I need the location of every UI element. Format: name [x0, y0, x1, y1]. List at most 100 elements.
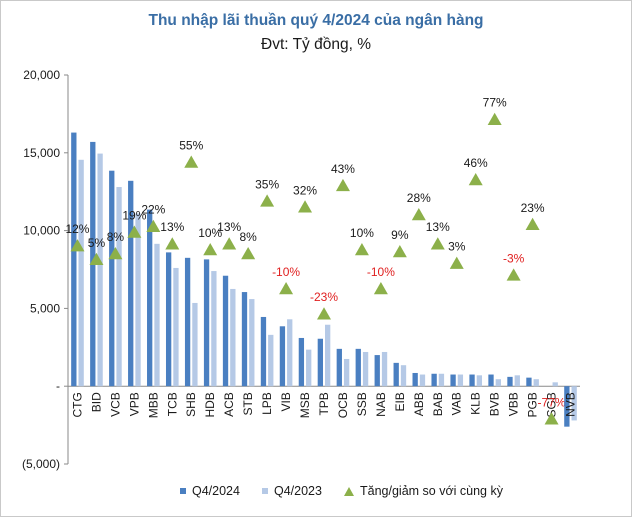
growth-marker: [468, 173, 483, 186]
bar-q4-2024: [469, 374, 475, 387]
growth-label: 8%: [107, 230, 125, 244]
growth-label: 23%: [521, 201, 545, 215]
bar-q4-2023: [476, 375, 483, 387]
x-tick-label: KLB: [469, 392, 483, 415]
growth-marker: [127, 225, 142, 238]
bar-q4-2023: [211, 271, 217, 387]
bar-q4-2023: [325, 324, 331, 387]
growth-label: 13%: [426, 220, 450, 234]
bar-q4-2023: [552, 382, 558, 387]
bar-q4-2023: [135, 213, 141, 387]
x-tick-label: NVB: [564, 392, 578, 417]
growth-label: 28%: [407, 191, 431, 205]
legend-q4-2023: Q4/2023: [262, 484, 322, 498]
bar-q4-2024: [184, 257, 191, 387]
legend-label-q4-2023: Q4/2023: [274, 484, 322, 498]
bar-q4-2023: [419, 374, 426, 387]
growth-marker: [449, 256, 464, 269]
growth-marker: [241, 246, 256, 260]
bar-q4-2023: [571, 386, 577, 421]
chart-subtitle: Đvt: Tỷ đồng, %: [261, 36, 371, 53]
x-tick-label: TPB: [317, 392, 331, 415]
x-tick-label: STB: [241, 392, 255, 415]
growth-marker: [544, 412, 559, 425]
bar-q4-2023: [230, 288, 236, 387]
bar-q4-2024: [336, 348, 342, 387]
growth-marker: [146, 219, 161, 232]
bar-q4-2023: [495, 379, 501, 387]
growth-label: 13%: [217, 220, 241, 234]
growth-marker: [317, 307, 331, 320]
bar-q4-2024: [241, 292, 248, 387]
bar-q4-2024: [71, 132, 77, 387]
x-tick-label: CTG: [70, 392, 84, 417]
x-tick-label: BAB: [431, 392, 445, 416]
legend-label-q4-2024: Q4/2024: [192, 484, 240, 498]
growth-marker: [525, 217, 540, 231]
growth-label: 10%: [198, 226, 222, 240]
bar-q4-2024: [279, 326, 286, 387]
bar-q4-2023: [362, 351, 369, 387]
growth-label: 19%: [122, 209, 146, 223]
x-tick-label: LPB: [260, 392, 274, 415]
bar-q4-2023: [381, 351, 388, 387]
growth-label: -77%: [538, 395, 566, 409]
bar-q4-2024: [222, 275, 229, 387]
growth-marker: [373, 281, 388, 295]
bar-q4-2024: [203, 259, 210, 387]
bar-q4-2024: [412, 372, 418, 387]
x-tick-label: BVB: [488, 392, 502, 416]
bar-q4-2024: [355, 348, 361, 387]
growth-label: 22%: [141, 203, 165, 217]
bar-q4-2024: [317, 338, 323, 387]
legend-swatch-q4-2023: [262, 488, 268, 494]
bar-q4-2024: [165, 252, 172, 387]
bar-q4-2023: [343, 358, 350, 387]
x-tick-label: VBB: [507, 392, 521, 416]
x-tick-label: BID: [89, 392, 103, 412]
bar-q4-2024: [488, 374, 494, 387]
bar-q4-2023: [78, 159, 84, 387]
growth-marker: [411, 208, 426, 221]
growth-label: 55%: [179, 139, 203, 153]
x-tick-label: VPB: [127, 392, 141, 416]
bar-q4-2023: [306, 349, 312, 387]
y-tick-label: 15,000: [23, 146, 60, 160]
growth-marker: [108, 246, 123, 260]
bar-q4-2024: [526, 377, 532, 387]
growth-label: -10%: [272, 265, 300, 279]
growth-label: -10%: [367, 265, 395, 279]
growth-marker: [430, 237, 445, 250]
chart-title: Thu nhập lãi thuần quý 4/2024 của ngân h…: [148, 12, 484, 29]
x-tick-label: SHB: [184, 392, 198, 417]
legend-swatch-q4-2024: [180, 488, 186, 494]
growth-marker: [70, 239, 85, 252]
x-tick-label: NAB: [374, 392, 388, 417]
x-tick-label: TCB: [165, 392, 179, 416]
growth-marker: [487, 112, 502, 125]
bar-q4-2024: [393, 362, 399, 387]
bar-q4-2024: [298, 337, 305, 387]
growth-label: -23%: [310, 290, 338, 304]
growth-marker: [165, 237, 180, 250]
y-tick-label: (5,000): [22, 457, 60, 471]
bar-q4-2024: [128, 180, 134, 387]
bar-q4-2024: [260, 316, 267, 387]
legend-growth: Tăng/giảm so với cùng kỳ: [344, 484, 503, 498]
growth-marker: [506, 268, 521, 281]
y-tick-label: 10,000: [23, 224, 60, 238]
x-tick-label: PGB: [526, 392, 540, 417]
bar-q4-2023: [173, 267, 179, 387]
growth-label: 9%: [391, 228, 409, 242]
growth-label: 3%: [448, 240, 466, 254]
bar-q4-2023: [268, 334, 274, 387]
x-tick-label: HDB: [203, 392, 217, 417]
growth-marker: [392, 244, 407, 258]
bar-q4-2023: [154, 243, 160, 387]
growth-marker: [89, 252, 104, 266]
growth-label: -3%: [503, 251, 525, 265]
x-tick-label: ABB: [412, 392, 426, 416]
legend-label-growth: Tăng/giảm so với cùng kỳ: [360, 484, 503, 498]
